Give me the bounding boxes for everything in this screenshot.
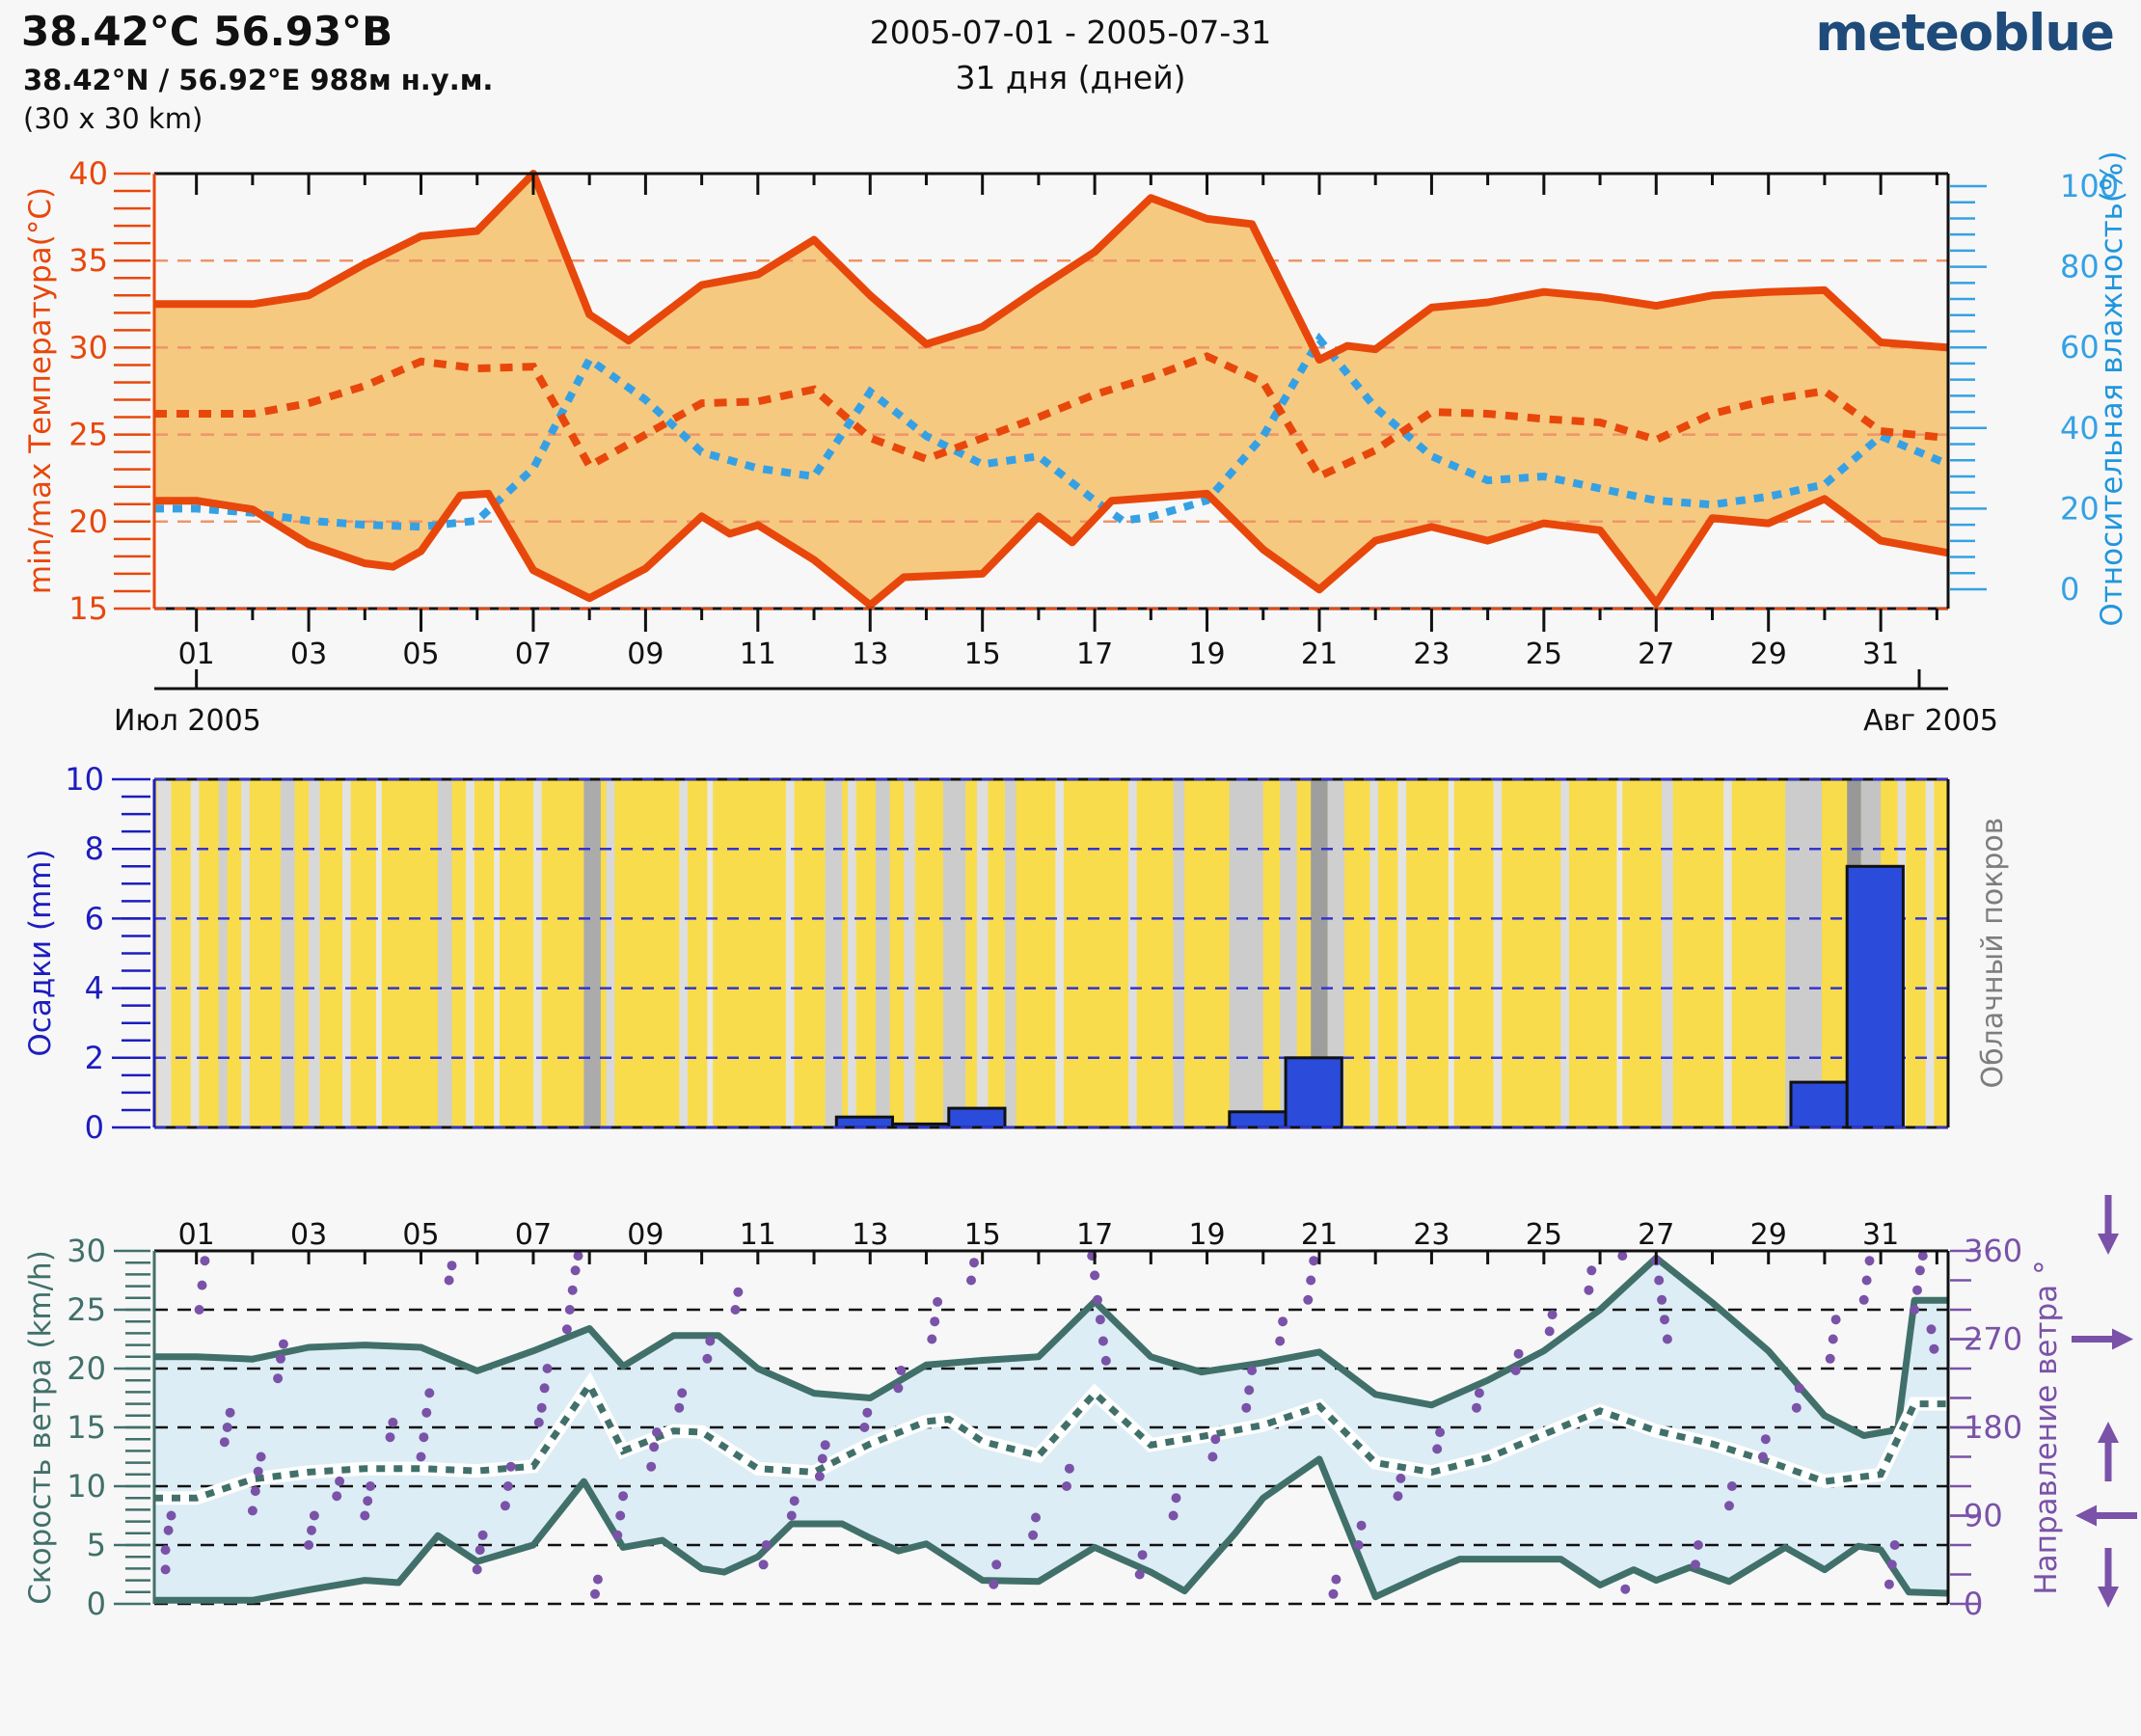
svg-text:31: 31 — [1862, 1218, 1899, 1252]
svg-text:8: 8 — [85, 830, 104, 867]
svg-text:27: 27 — [1638, 637, 1674, 671]
svg-text:01: 01 — [178, 1218, 215, 1252]
location-grid-size: (30 x 30 km) — [23, 102, 203, 135]
svg-text:29: 29 — [1750, 1218, 1787, 1252]
location-title: 38.42°С 56.93°В — [21, 8, 393, 55]
svg-text:19: 19 — [1188, 637, 1225, 671]
svg-text:23: 23 — [1413, 637, 1450, 671]
svg-text:0: 0 — [87, 1586, 106, 1622]
svg-text:min/max Температура(°C): min/max Температура(°C) — [23, 187, 58, 594]
svg-text:07: 07 — [515, 637, 552, 671]
svg-text:13: 13 — [852, 637, 888, 671]
svg-text:60: 60 — [2060, 329, 2100, 366]
svg-text:15: 15 — [67, 1409, 106, 1446]
svg-text:09: 09 — [627, 1218, 664, 1252]
svg-text:10: 10 — [65, 761, 104, 798]
svg-text:03: 03 — [290, 637, 327, 671]
svg-text:Облачный покров: Облачный покров — [1976, 818, 2010, 1089]
svg-text:27: 27 — [1638, 1218, 1674, 1252]
svg-text:11: 11 — [740, 1218, 776, 1252]
svg-text:15: 15 — [964, 1218, 1001, 1252]
svg-text:01: 01 — [178, 637, 215, 671]
svg-text:4: 4 — [85, 970, 104, 1007]
svg-text:Скорость ветра (km/h): Скорость ветра (km/h) — [23, 1250, 58, 1605]
svg-text:Направление ветра °: Направление ветра ° — [2029, 1260, 2064, 1594]
svg-text:03: 03 — [290, 1218, 327, 1252]
svg-text:5: 5 — [87, 1527, 106, 1563]
svg-text:40: 40 — [2060, 410, 2100, 447]
svg-text:05: 05 — [402, 637, 439, 671]
date-range: 2005-07-01 - 2005-07-31 — [869, 14, 1272, 51]
svg-text:Авг 2005: Авг 2005 — [1863, 704, 1998, 738]
svg-text:29: 29 — [1750, 637, 1787, 671]
svg-text:09: 09 — [627, 637, 664, 671]
svg-text:25: 25 — [68, 417, 108, 453]
svg-text:Июл 2005: Июл 2005 — [114, 704, 261, 738]
svg-text:80: 80 — [2060, 249, 2100, 285]
svg-text:180: 180 — [1964, 1409, 2022, 1446]
svg-text:20: 20 — [2060, 490, 2100, 527]
svg-text:360: 360 — [1964, 1233, 2022, 1269]
svg-text:40: 40 — [68, 155, 108, 192]
svg-text:15: 15 — [964, 637, 1001, 671]
svg-text:13: 13 — [852, 1218, 888, 1252]
svg-text:10: 10 — [67, 1468, 106, 1505]
svg-text:19: 19 — [1188, 1218, 1225, 1252]
svg-text:25: 25 — [1526, 1218, 1562, 1252]
svg-text:Осадки (mm): Осадки (mm) — [23, 849, 58, 1056]
svg-text:31: 31 — [1862, 637, 1899, 671]
report-title: 2005-07-01 - 2005-07-31 31 дня (дней) — [675, 14, 1466, 96]
svg-text:07: 07 — [515, 1218, 552, 1252]
location-coordinates: 38.42°N / 56.92°E 988м н.у.м. — [23, 64, 494, 96]
svg-text:270: 270 — [1964, 1320, 2022, 1357]
svg-text:6: 6 — [85, 900, 104, 936]
svg-text:35: 35 — [68, 242, 108, 279]
svg-text:05: 05 — [402, 1218, 439, 1252]
svg-text:23: 23 — [1413, 1218, 1450, 1252]
svg-text:0: 0 — [2060, 571, 2079, 608]
svg-text:25: 25 — [67, 1291, 106, 1328]
svg-text:17: 17 — [1076, 637, 1113, 671]
duration: 31 дня (дней) — [955, 59, 1186, 96]
svg-text:2: 2 — [85, 1040, 104, 1076]
svg-text:Относительная влажность(%): Относительная влажность(%) — [2095, 150, 2129, 626]
svg-text:20: 20 — [67, 1350, 106, 1387]
svg-text:15: 15 — [68, 590, 108, 627]
svg-text:21: 21 — [1301, 637, 1338, 671]
svg-text:90: 90 — [1964, 1497, 2003, 1533]
svg-text:30: 30 — [67, 1233, 106, 1269]
svg-text:21: 21 — [1301, 1218, 1338, 1252]
svg-text:100: 100 — [2060, 168, 2119, 204]
svg-text:25: 25 — [1526, 637, 1562, 671]
svg-text:11: 11 — [740, 637, 776, 671]
svg-text:0: 0 — [1964, 1586, 1983, 1622]
svg-text:20: 20 — [68, 503, 108, 540]
meteoblue-logo: meteoblue — [1815, 4, 2115, 63]
svg-text:30: 30 — [68, 329, 108, 366]
svg-text:0: 0 — [85, 1109, 104, 1146]
svg-text:17: 17 — [1076, 1218, 1113, 1252]
